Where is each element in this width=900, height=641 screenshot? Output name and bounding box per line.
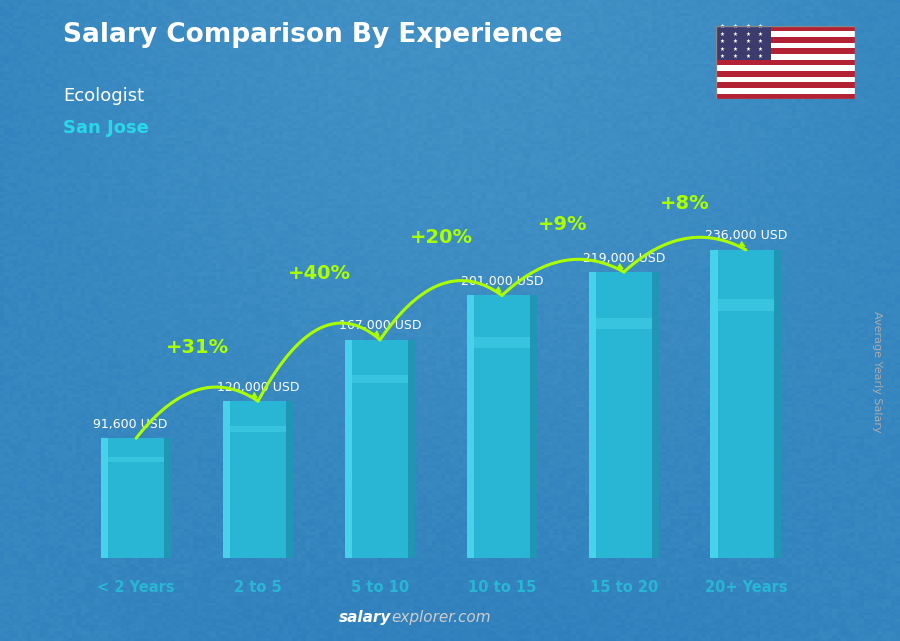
- Bar: [716, 77, 855, 82]
- Bar: [716, 94, 855, 99]
- Text: 5 to 10: 5 to 10: [351, 580, 410, 595]
- FancyBboxPatch shape: [345, 340, 416, 558]
- Bar: [716, 37, 855, 43]
- Text: < 2 Years: < 2 Years: [97, 580, 175, 595]
- FancyBboxPatch shape: [774, 250, 781, 558]
- FancyBboxPatch shape: [230, 426, 286, 433]
- Text: ★: ★: [720, 54, 724, 59]
- Text: 236,000 USD: 236,000 USD: [705, 229, 787, 242]
- Bar: [716, 26, 855, 31]
- Text: ★: ★: [733, 47, 737, 52]
- Text: +9%: +9%: [538, 215, 588, 234]
- Text: 120,000 USD: 120,000 USD: [217, 381, 300, 394]
- Bar: [716, 65, 855, 71]
- Text: +40%: +40%: [288, 264, 351, 283]
- FancyBboxPatch shape: [286, 401, 293, 558]
- Text: salary: salary: [339, 610, 392, 625]
- Text: 219,000 USD: 219,000 USD: [582, 251, 665, 265]
- FancyBboxPatch shape: [589, 272, 660, 558]
- Text: ★: ★: [745, 31, 750, 37]
- Text: ★: ★: [745, 24, 750, 29]
- Text: ★: ★: [720, 31, 724, 37]
- FancyBboxPatch shape: [596, 318, 652, 329]
- FancyBboxPatch shape: [165, 438, 172, 558]
- Text: 167,000 USD: 167,000 USD: [338, 319, 421, 333]
- Text: ★: ★: [720, 24, 724, 29]
- Bar: [716, 54, 855, 60]
- Text: ★: ★: [733, 39, 737, 44]
- Bar: [716, 60, 855, 65]
- Text: 2 to 5: 2 to 5: [234, 580, 282, 595]
- Text: Ecologist: Ecologist: [63, 87, 144, 104]
- Bar: [716, 71, 855, 77]
- Text: ★: ★: [758, 39, 762, 44]
- Text: 20+ Years: 20+ Years: [705, 580, 788, 595]
- FancyBboxPatch shape: [101, 438, 108, 558]
- Bar: [716, 31, 855, 37]
- Text: +20%: +20%: [410, 228, 472, 247]
- Text: San Jose: San Jose: [63, 119, 148, 137]
- Bar: [716, 82, 855, 88]
- Text: 91,600 USD: 91,600 USD: [93, 418, 167, 431]
- FancyBboxPatch shape: [108, 457, 165, 462]
- Text: Average Yearly Salary: Average Yearly Salary: [872, 311, 883, 433]
- FancyBboxPatch shape: [530, 296, 537, 558]
- Text: ★: ★: [758, 31, 762, 37]
- Text: ★: ★: [758, 24, 762, 29]
- FancyBboxPatch shape: [710, 250, 717, 558]
- FancyBboxPatch shape: [717, 299, 774, 312]
- Text: ★: ★: [720, 39, 724, 44]
- Text: 15 to 20: 15 to 20: [590, 580, 658, 595]
- FancyBboxPatch shape: [345, 340, 352, 558]
- Text: ★: ★: [733, 54, 737, 59]
- Text: ★: ★: [720, 47, 724, 52]
- FancyBboxPatch shape: [652, 272, 660, 558]
- Text: ★: ★: [733, 24, 737, 29]
- Bar: [716, 0, 771, 60]
- FancyBboxPatch shape: [222, 401, 230, 558]
- Text: ★: ★: [745, 54, 750, 59]
- Text: Salary Comparison By Experience: Salary Comparison By Experience: [63, 22, 562, 49]
- FancyBboxPatch shape: [101, 438, 172, 558]
- FancyBboxPatch shape: [409, 340, 416, 558]
- Bar: [716, 48, 855, 54]
- Text: explorer.com: explorer.com: [392, 610, 491, 625]
- Bar: [716, 43, 855, 48]
- FancyBboxPatch shape: [589, 272, 596, 558]
- Text: ★: ★: [758, 47, 762, 52]
- Text: 201,000 USD: 201,000 USD: [461, 275, 544, 288]
- FancyBboxPatch shape: [710, 250, 781, 558]
- FancyBboxPatch shape: [473, 337, 530, 348]
- Text: +31%: +31%: [166, 338, 229, 356]
- FancyBboxPatch shape: [222, 401, 293, 558]
- Text: 10 to 15: 10 to 15: [468, 580, 536, 595]
- Bar: [716, 88, 855, 94]
- Text: ★: ★: [745, 39, 750, 44]
- Text: ★: ★: [745, 47, 750, 52]
- FancyBboxPatch shape: [466, 296, 473, 558]
- Text: ★: ★: [733, 31, 737, 37]
- Text: +8%: +8%: [660, 194, 710, 213]
- FancyBboxPatch shape: [352, 375, 409, 383]
- Text: ★: ★: [758, 54, 762, 59]
- FancyBboxPatch shape: [466, 296, 537, 558]
